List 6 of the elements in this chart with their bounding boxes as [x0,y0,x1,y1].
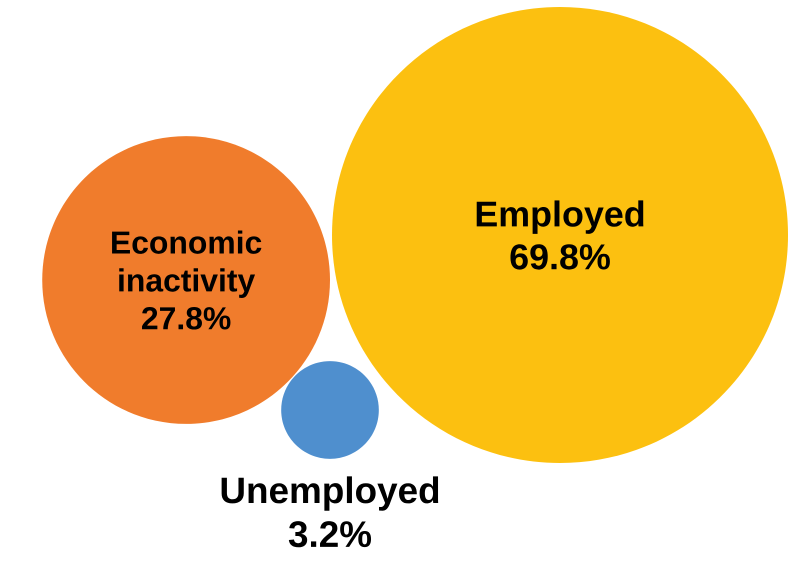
category-label: Economic inactivity [112,230,262,298]
data-label: 3.2% [288,521,372,548]
category-label: Unemployed [222,476,438,511]
data-label: 27.8% [142,307,230,330]
category-label: Employed [476,200,644,234]
data-label: 69.8% [510,244,610,270]
